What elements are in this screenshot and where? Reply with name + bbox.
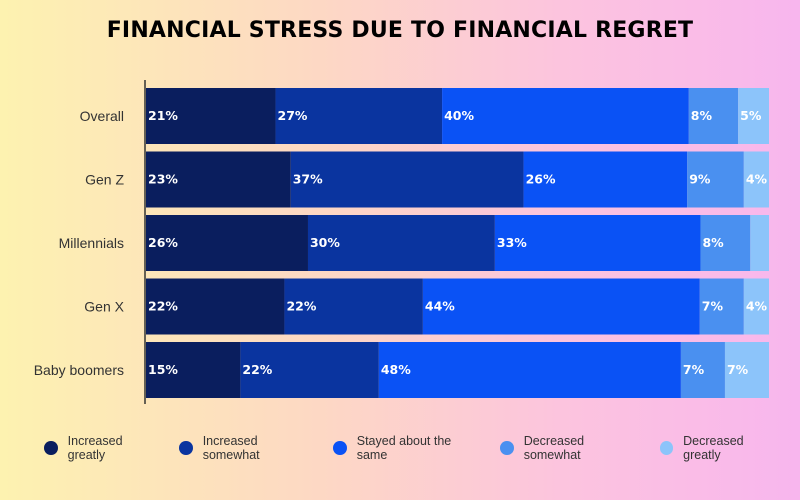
category-label: Baby boomers <box>34 362 124 378</box>
legend-swatch <box>500 441 514 455</box>
bar-segment <box>146 88 276 144</box>
legend-item: Decreased somewhat <box>500 434 641 462</box>
data-label: 4% <box>746 299 768 314</box>
data-label: 9% <box>689 172 711 187</box>
bar-segment <box>738 88 769 144</box>
legend-label: Decreased somewhat <box>523 434 585 462</box>
bar-segment <box>687 151 744 208</box>
data-label: 22% <box>148 299 178 314</box>
data-label: 21% <box>148 108 178 123</box>
bar-segment <box>442 88 689 144</box>
legend-item: Decreased greatly <box>659 434 782 462</box>
bar-segment <box>146 215 308 271</box>
bar-segment <box>290 151 524 208</box>
bar-segment <box>700 215 751 271</box>
legend-swatch <box>333 441 347 455</box>
legend-label: Decreased greatly <box>683 434 744 462</box>
bar-segment <box>523 151 688 208</box>
bar-segment <box>422 278 700 335</box>
data-label: 23% <box>148 172 178 187</box>
data-label: 40% <box>444 108 474 123</box>
data-label: 26% <box>148 235 178 250</box>
data-label: 44% <box>425 299 455 314</box>
bar-segment <box>750 215 769 271</box>
legend-item: Increased greatly <box>44 434 161 462</box>
data-label: 7% <box>702 299 724 314</box>
bar-segment <box>240 342 379 398</box>
data-label: 33% <box>497 235 527 250</box>
legend-label: Increased greatly <box>67 434 123 462</box>
data-label: 7% <box>727 362 749 377</box>
data-label: 30% <box>310 235 340 250</box>
bar-segment <box>494 215 701 271</box>
bar-segment <box>743 151 769 208</box>
data-label: 27% <box>278 108 308 123</box>
data-label: 37% <box>293 172 323 187</box>
bar-segment <box>688 88 739 144</box>
bar-segment <box>146 151 291 208</box>
data-label: 22% <box>242 362 272 377</box>
bar-segment <box>724 342 769 398</box>
bar-segment <box>378 342 681 398</box>
data-label: 48% <box>381 362 411 377</box>
data-label: 5% <box>740 108 762 123</box>
category-label: Gen Z <box>85 172 124 188</box>
data-label: 22% <box>286 299 316 314</box>
legend-item: Stayed about the same <box>333 434 482 462</box>
legend-swatch <box>44 441 58 455</box>
legend-swatch <box>659 441 674 455</box>
chart-title: FINANCIAL STRESS DUE TO FINANCIAL REGRET <box>106 18 694 43</box>
bar-segment <box>680 342 725 398</box>
bars-layer: Overall 21% 27% 40% 8% 5% Gen Z 23% 37% 26% 9% 4% Mi… <box>34 88 769 398</box>
legend-label: Increased somewhat <box>202 434 260 462</box>
bar-segment <box>743 278 769 335</box>
data-label: 8% <box>702 235 724 250</box>
bar-segment <box>284 278 423 335</box>
data-label: 4% <box>746 172 768 187</box>
bar-segment <box>307 215 495 271</box>
bar-segment <box>275 88 443 144</box>
legend-swatch <box>179 441 193 455</box>
data-label: 8% <box>691 108 713 123</box>
bar-segment <box>146 278 285 335</box>
data-label: 15% <box>148 362 178 377</box>
legend-item: Increased somewhat <box>179 434 315 462</box>
data-label: 26% <box>526 172 556 187</box>
category-label: Overall <box>80 108 124 124</box>
legend-label: Stayed about the same <box>356 434 452 462</box>
legend: Increased greatly Increased somewhat Staye… <box>44 434 800 462</box>
category-label: Millennials <box>59 235 124 251</box>
category-label: Gen X <box>84 299 124 315</box>
bar-segment <box>699 278 744 335</box>
bar-segment <box>146 342 241 398</box>
data-label: 7% <box>683 362 705 377</box>
